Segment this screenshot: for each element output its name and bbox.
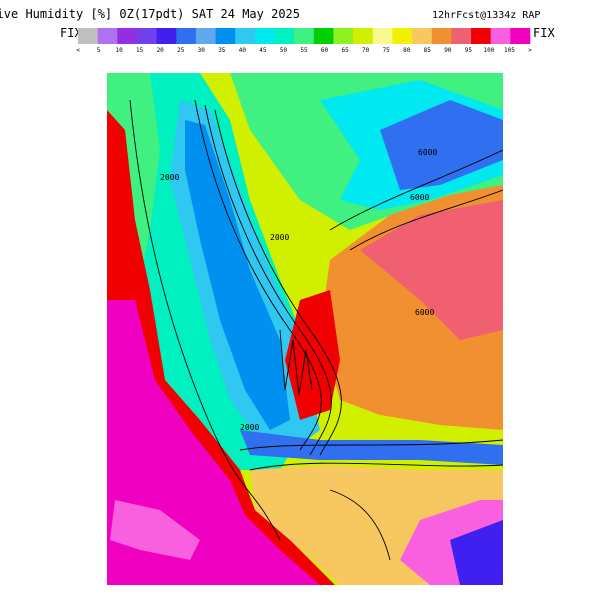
colorbar-label: 45 — [259, 47, 267, 54]
field — [360, 200, 503, 340]
contour — [214, 109, 342, 456]
colorbar-label: 60 — [321, 47, 329, 54]
contour-label: 6000 — [415, 308, 434, 317]
colorbar-label: 20 — [157, 47, 165, 54]
colorbar-label: > — [528, 47, 532, 54]
fix-label: FIX — [60, 26, 82, 40]
colorbar-label: 5 — [97, 47, 101, 54]
field — [285, 290, 340, 420]
contour — [194, 99, 322, 451]
colorbar-swatch — [412, 28, 433, 44]
colorbar-swatch — [215, 28, 236, 44]
contour-label: 2000 — [160, 173, 179, 182]
map: 6000 6000 6000 2000 2000 2000 — [107, 73, 503, 585]
colorbar-label: 35 — [218, 47, 226, 54]
colorbar: <5 10 15 20 25 30 35 40 45 50 55 60 65 70 75 80 85 90 95 10… — [76, 28, 532, 54]
contour — [329, 149, 503, 231]
title: BL Max. Relative Humidity [%] 0Z(17pdt) … — [0, 7, 300, 21]
colorbar-label: 85 — [424, 47, 432, 54]
colorbar-swatch — [333, 28, 354, 44]
colorbar-swatch — [294, 28, 315, 44]
colorbar-swatch — [372, 28, 393, 44]
colorbar-swatch — [176, 28, 197, 44]
colorbar-label: 100 — [483, 47, 494, 54]
colorbar-swatch — [353, 28, 374, 44]
colorbar-label: 40 — [239, 47, 247, 54]
contour — [204, 104, 332, 456]
contour — [129, 99, 281, 541]
colorbar-label: 75 — [383, 47, 391, 54]
subtitle: 12hrFcst@1334z RAP — [432, 10, 540, 21]
colorbar-swatch — [274, 28, 295, 44]
colorbar-label: 30 — [198, 47, 206, 54]
colorbar-swatch — [78, 28, 98, 44]
field — [380, 100, 503, 190]
colorbar-swatch — [490, 28, 511, 44]
colorbar-swatch — [136, 28, 157, 44]
colorbar-swatch — [451, 28, 472, 44]
contour-label: 6000 — [418, 148, 437, 157]
colorbar-swatch — [510, 28, 531, 44]
colorbar-label: < — [76, 47, 80, 54]
field — [110, 500, 200, 560]
contour — [249, 462, 503, 471]
colorbar-swatch — [313, 28, 334, 44]
colorbar-label: 25 — [177, 47, 185, 54]
colorbar-swatch — [431, 28, 452, 44]
contour — [279, 329, 313, 396]
colorbar-label: 90 — [444, 47, 452, 54]
colorbar-label: 15 — [136, 47, 144, 54]
contour — [329, 489, 391, 561]
contour — [349, 189, 503, 251]
field — [185, 120, 290, 430]
contour-label: 2000 — [240, 423, 259, 432]
colorbar-label: 55 — [300, 47, 308, 54]
colorbar-swatch — [392, 28, 413, 44]
colorbar-label: 65 — [341, 47, 349, 54]
colorbar-label: 80 — [403, 47, 411, 54]
contour-label: 6000 — [410, 193, 429, 202]
field — [450, 520, 503, 585]
colorbar-swatch — [156, 28, 177, 44]
colorbar-swatch — [254, 28, 275, 44]
colorbar-swatch — [235, 28, 256, 44]
colorbar-label: 50 — [280, 47, 288, 54]
contour — [239, 439, 503, 451]
colorbar-swatch — [117, 28, 138, 44]
colorbar-label: 10 — [115, 47, 123, 54]
field — [240, 430, 503, 465]
fix-label: FIX — [533, 26, 555, 40]
colorbar-label: 105 — [504, 47, 515, 54]
colorbar-label: 95 — [465, 47, 473, 54]
contour-label: 2000 — [270, 233, 289, 242]
colorbar-label: 70 — [362, 47, 370, 54]
colorbar-swatch — [195, 28, 216, 44]
colorbar-swatch — [471, 28, 491, 44]
colorbar-swatch — [97, 28, 118, 44]
